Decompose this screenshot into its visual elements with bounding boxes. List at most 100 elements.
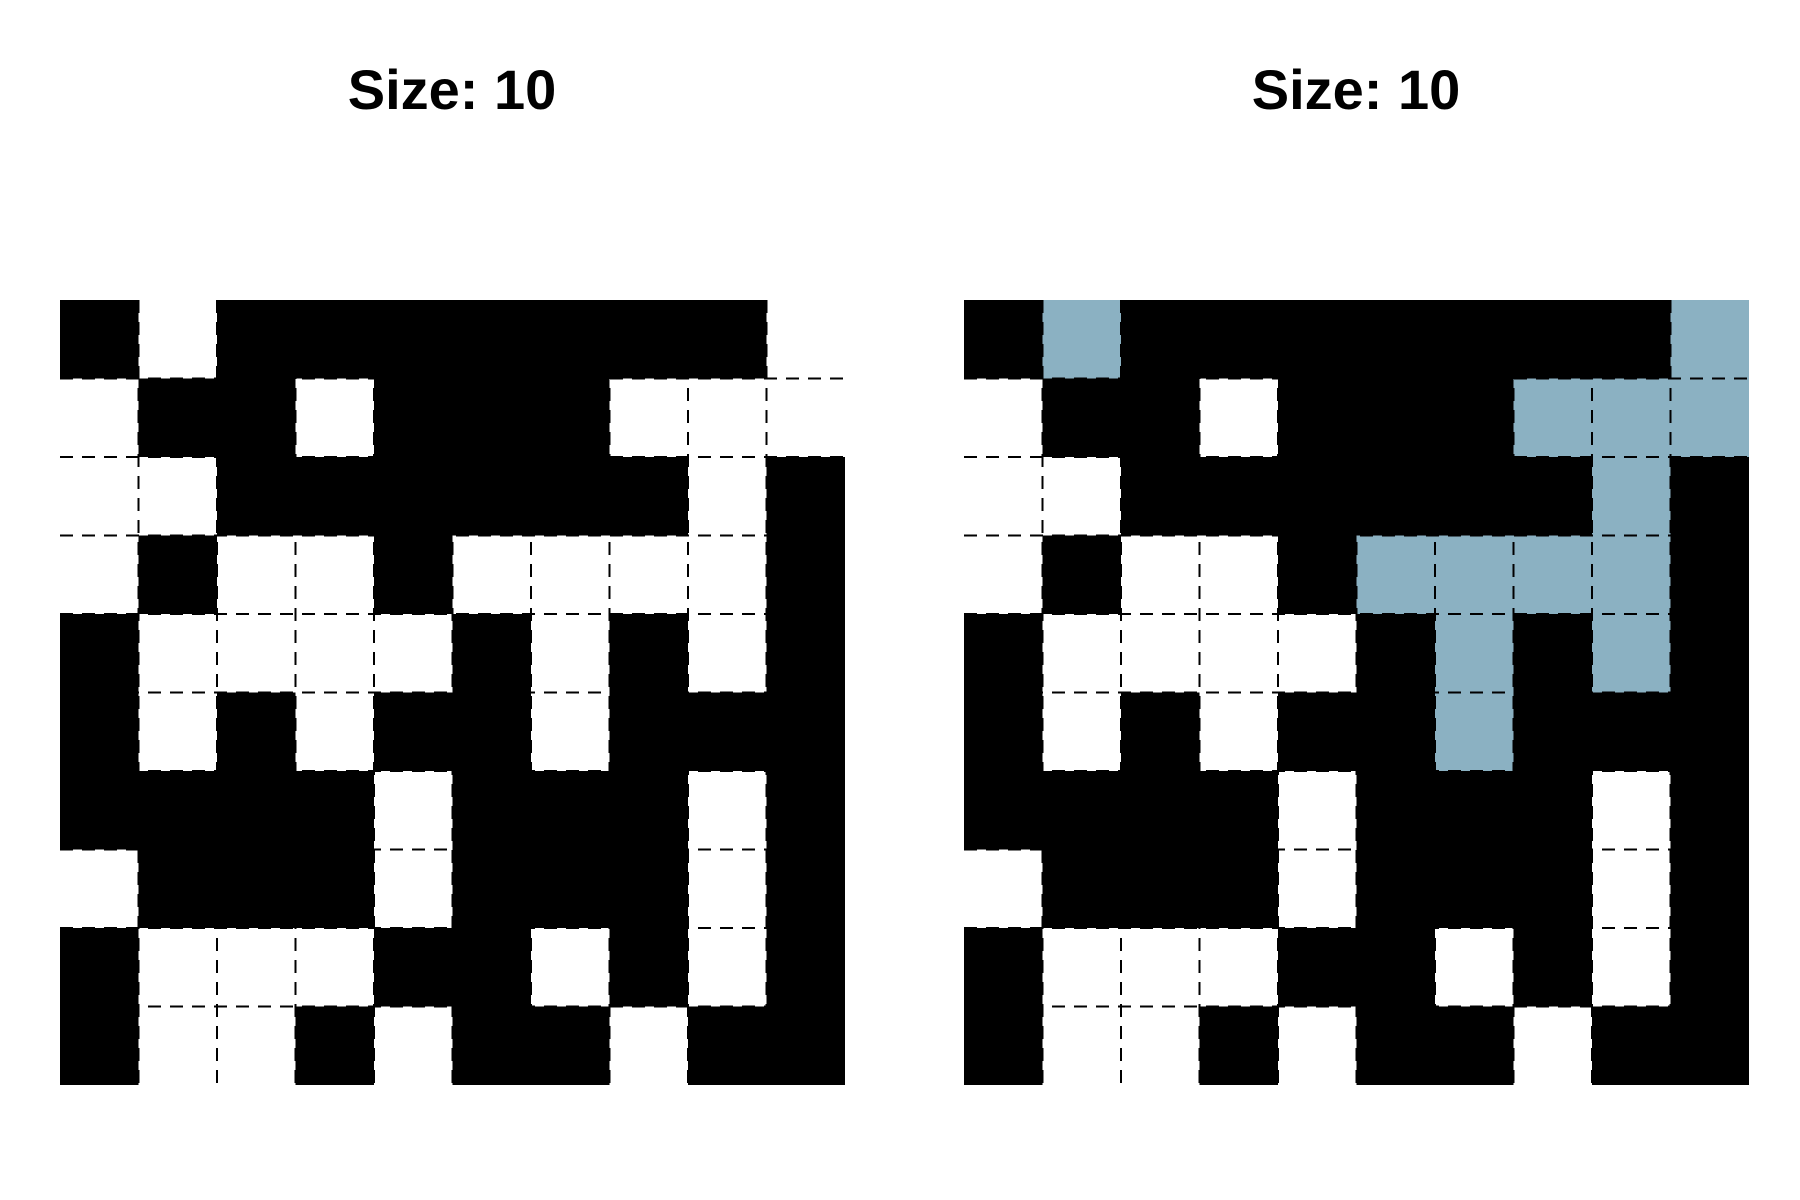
grid-cell-filled [60,614,139,693]
grid-cell-empty [295,928,375,1007]
grid-cell-empty [1592,771,1671,850]
grid-cell-empty [688,535,767,615]
grid-cell-filled [217,378,296,458]
grid-cell-empty [1121,1006,1200,1085]
grid-cell-filled [217,771,296,850]
grid-cell-filled [531,1006,610,1085]
grid-cell-empty [1278,771,1357,850]
grid-cell-filled [1121,771,1200,850]
grid-cell-highlighted [1592,614,1671,693]
grid-cell-filled [609,300,689,379]
grid-cell-filled [1356,614,1436,693]
grid-cell-filled [295,1006,375,1085]
grid-cell-empty [295,535,375,615]
grid-cell-filled [1356,300,1436,379]
grid-cell-filled [1121,692,1200,772]
grid-cell-filled [1121,849,1200,929]
grid-cell-empty [1278,614,1357,693]
grid-cell-empty [138,300,218,379]
grid-cell-empty [531,535,610,615]
grid-cell-filled [609,614,689,693]
grid-cell-filled [609,928,689,1007]
grid-cell-filled [1592,1006,1671,1085]
grid-cell-filled [609,457,689,536]
grid-cell-empty [60,535,139,615]
grid-cell-empty [1042,692,1122,772]
grid-cell-filled [295,849,375,929]
grid-cell-empty [1121,614,1200,693]
grid-cell-filled [1356,928,1436,1007]
grid-cell-empty [1435,928,1514,1007]
grid-cell-empty [766,300,845,379]
grid-cell-filled [138,771,218,850]
grid-cell-highlighted [1592,535,1671,615]
grid-cell-filled [609,771,689,850]
grid-cell-filled [1121,378,1200,458]
grid-cell-empty [964,378,1043,458]
grid-cell-empty [1121,535,1200,615]
grid-cell-filled [374,928,453,1007]
grid-cell-highlighted [1435,692,1514,772]
grid-cell-filled [1513,928,1593,1007]
grid-cell-filled [1042,378,1122,458]
grid-cell-filled [964,771,1043,850]
grid-cell-filled [766,771,845,850]
grid-cell-empty [1042,614,1122,693]
grid-cell-empty [1278,849,1357,929]
grid-cell-empty [374,1006,453,1085]
grid-cell-filled [1278,378,1357,458]
grid-cell-highlighted [1670,300,1749,379]
grid-cell-filled [1278,300,1357,379]
grid-cell-highlighted [1042,300,1122,379]
grid-cell-filled [1670,692,1749,772]
grid-cell-empty [138,457,218,536]
grid-cell-empty [1592,849,1671,929]
grid-cell-filled [1199,1006,1279,1085]
grid-cell-filled [217,300,296,379]
grid-cell-empty [295,692,375,772]
grid-cell-filled [1513,300,1593,379]
grid-cell-filled [1435,378,1514,458]
grid-cell-highlighted [1670,378,1749,458]
grid-cell-filled [609,692,689,772]
grid-cell-filled [964,928,1043,1007]
grid-cell-filled [766,692,845,772]
grid-cell-empty [531,614,610,693]
grid-cell-filled [1356,457,1436,536]
grid-cell-filled [1513,614,1593,693]
grid-left [60,300,845,1085]
grid-cell-filled [1670,457,1749,536]
grid-cell-filled [1356,692,1436,772]
grid-cell-filled [60,771,139,850]
grid-cell-highlighted [1356,535,1436,615]
grid-cell-empty [60,457,139,536]
grid-cell-filled [1670,771,1749,850]
grid-cell-empty [766,378,845,458]
grid-right [964,300,1749,1085]
grid-cell-filled [60,928,139,1007]
grid-cell-highlighted [1435,535,1514,615]
grid-cell-empty [217,928,296,1007]
grid-cell-filled [1670,1006,1749,1085]
grid-cell-filled [1121,457,1200,536]
grid-cell-filled [1592,692,1671,772]
grid-cell-empty [1513,1006,1593,1085]
grid-cell-empty [138,1006,218,1085]
grid-cell-filled [452,771,532,850]
grid-cell-empty [138,692,218,772]
grid-cell-empty [1199,692,1279,772]
grid-cell-filled [374,692,453,772]
grid-cell-filled [138,535,218,615]
grid-cell-filled [1513,457,1593,536]
grid-cell-filled [531,300,610,379]
grid-cell-filled [452,1006,532,1085]
grid-cell-empty [1199,614,1279,693]
grid-cell-filled [766,614,845,693]
grid-cell-filled [1199,849,1279,929]
grid-cell-filled [1199,457,1279,536]
grid-cell-filled [766,928,845,1007]
grid-cell-filled [1356,771,1436,850]
grid-cell-filled [1670,928,1749,1007]
grid-cell-empty [374,614,453,693]
grid-cell-filled [1278,457,1357,536]
